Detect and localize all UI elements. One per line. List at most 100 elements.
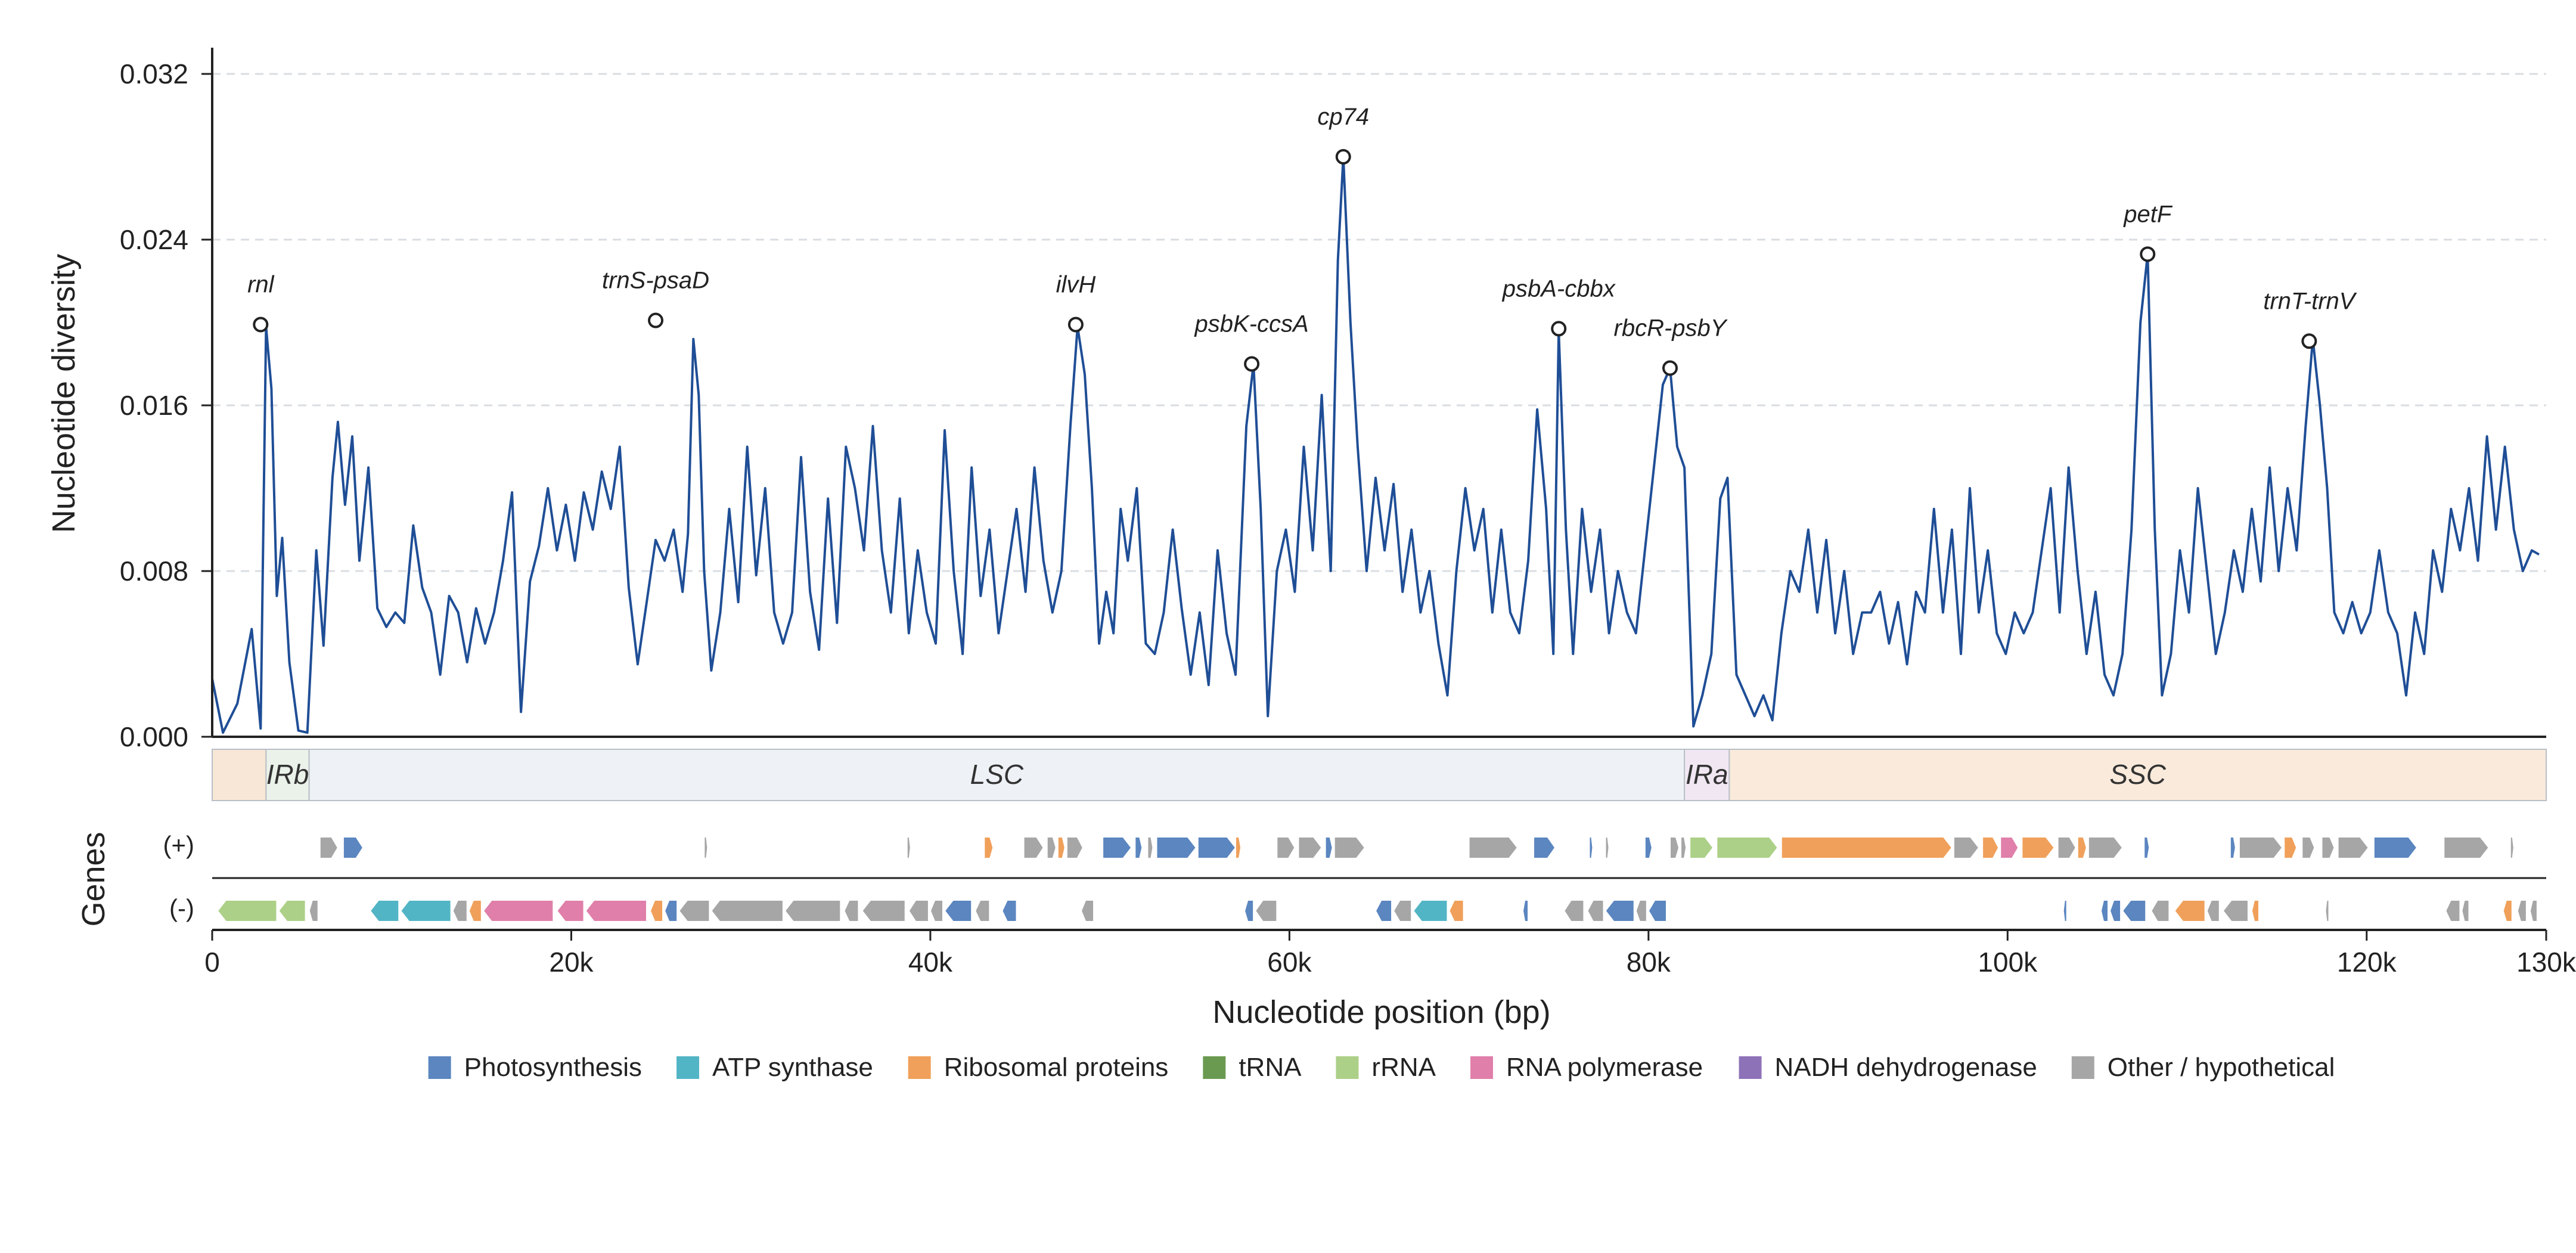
gene-arrow bbox=[2229, 836, 2236, 859]
region-label: LSC bbox=[970, 759, 1024, 790]
y-tick-label: 0.000 bbox=[120, 721, 188, 752]
gene-arrow bbox=[678, 900, 710, 922]
peak-marker bbox=[1067, 317, 1084, 333]
gene-arrow bbox=[556, 900, 585, 922]
gene-arrow bbox=[1563, 900, 1585, 922]
diversity-line bbox=[211, 156, 2540, 734]
gene-arrow bbox=[369, 900, 400, 922]
gene-arrow bbox=[1374, 900, 1393, 922]
x-tick-label: 100k bbox=[1978, 947, 2038, 978]
gene-arrow bbox=[1412, 900, 1448, 922]
gene-arrow bbox=[784, 900, 842, 922]
gene-arrow bbox=[1587, 900, 1604, 922]
x-tick-label: 0 bbox=[204, 947, 220, 978]
gene-arrow bbox=[1982, 836, 2000, 859]
gene-arrow bbox=[278, 900, 306, 922]
gene-arrow bbox=[1953, 836, 1980, 859]
y-axis-title: Nucleotide diversity bbox=[46, 254, 82, 533]
gene-arrow bbox=[216, 900, 278, 922]
gene-arrow bbox=[482, 900, 554, 922]
gene-arrow bbox=[2150, 900, 2170, 922]
x-tick-label: 130k bbox=[2516, 947, 2576, 978]
gene-arrow bbox=[1298, 836, 1323, 859]
gene-arrow bbox=[944, 900, 973, 922]
gene-arrow bbox=[1644, 836, 1653, 859]
peak-label: ilvH bbox=[1056, 271, 1096, 297]
y-tick-label: 0.032 bbox=[120, 58, 188, 89]
gene-arrow bbox=[1333, 836, 1366, 859]
gene-arrow bbox=[2509, 836, 2515, 859]
gene-arrow bbox=[974, 900, 991, 922]
gene-arrow bbox=[2321, 836, 2335, 859]
gene-arrow bbox=[1604, 836, 1610, 859]
legend-swatch bbox=[1739, 1056, 1762, 1079]
gene-arrow bbox=[1057, 836, 1066, 859]
legend-label: Photosynthesis bbox=[464, 1053, 642, 1082]
legend-swatch bbox=[1203, 1056, 1226, 1079]
peak-label: psbA-cbbx bbox=[1502, 275, 1616, 302]
gene-arrow bbox=[1448, 900, 1464, 922]
gene-arrow bbox=[2062, 900, 2068, 922]
gene-arrow bbox=[1716, 836, 1779, 859]
legend-swatch bbox=[676, 1056, 700, 1079]
gene-arrow bbox=[1197, 836, 1237, 859]
gene-arrow bbox=[2087, 836, 2124, 859]
legend-label: tRNA bbox=[1239, 1053, 1302, 1082]
legend-label: ATP synthase bbox=[712, 1053, 873, 1082]
region-band bbox=[1684, 749, 1730, 801]
gene-arrow bbox=[308, 900, 319, 922]
gene-arrow bbox=[1134, 836, 1143, 859]
gene-arrow bbox=[1001, 900, 1017, 922]
gene-arrow bbox=[2337, 836, 2370, 859]
gene-arrow bbox=[843, 900, 859, 922]
region-track: IRb LSC IRa SSC bbox=[212, 749, 2547, 801]
gene-arrow bbox=[1046, 836, 1057, 859]
peak-marker bbox=[1662, 360, 1678, 376]
x-tick-label: 80k bbox=[1627, 947, 1671, 978]
gene-arrow bbox=[2021, 836, 2055, 859]
gene-arrow bbox=[2251, 900, 2260, 922]
x-tick-label: 120k bbox=[2337, 947, 2397, 978]
gene-arrow bbox=[2109, 900, 2122, 922]
gene-arrow bbox=[2143, 836, 2150, 859]
gene-arrow bbox=[1324, 836, 1333, 859]
gene-arrow bbox=[703, 836, 709, 859]
gene-arrow bbox=[1244, 900, 1255, 922]
gene-arrow bbox=[2222, 900, 2249, 922]
gene-arrow bbox=[2301, 836, 2316, 859]
gene-arrow bbox=[2373, 836, 2418, 859]
region-label: IRa bbox=[1686, 759, 1728, 790]
genes-axis-title: Genes bbox=[76, 832, 111, 926]
legend-swatch bbox=[1470, 1056, 1493, 1079]
gene-arrow bbox=[906, 836, 911, 859]
diversity-line-layer bbox=[211, 156, 2540, 734]
peak-label: trnS-psaD bbox=[602, 268, 709, 294]
gene-arrow bbox=[1235, 836, 1242, 859]
gene-arrow bbox=[1066, 836, 1084, 859]
legend-swatch bbox=[428, 1056, 451, 1079]
gene-arrow bbox=[2077, 836, 2087, 859]
region-band bbox=[212, 749, 267, 801]
legend-label: Other / hypothetical bbox=[2108, 1053, 2335, 1082]
gene-arrow bbox=[2461, 900, 2470, 922]
gene-arrow bbox=[2000, 836, 2019, 859]
y-tick-label: 0.016 bbox=[120, 390, 188, 421]
gene-arrow bbox=[468, 900, 482, 922]
region-band bbox=[1728, 749, 2547, 801]
region-label: SSC bbox=[2109, 759, 2166, 790]
gene-track bbox=[212, 836, 2546, 922]
gene-arrow bbox=[1604, 900, 1635, 922]
strand-label-plus: (+) bbox=[163, 831, 195, 859]
legend-label: NADH dehydrogenase bbox=[1775, 1053, 2037, 1082]
peak-label: trnT-trnV bbox=[2263, 288, 2357, 314]
gene-arrow bbox=[2206, 900, 2220, 922]
peak-marker bbox=[1551, 321, 1567, 337]
gene-arrow bbox=[2324, 900, 2330, 922]
region-label: IRb bbox=[266, 759, 309, 790]
peak-label: cp74 bbox=[1317, 104, 1369, 130]
peak-marker bbox=[2140, 246, 2156, 262]
gene-arrow bbox=[649, 900, 664, 922]
gene-arrow bbox=[983, 836, 994, 859]
grid-lines bbox=[212, 73, 2546, 572]
